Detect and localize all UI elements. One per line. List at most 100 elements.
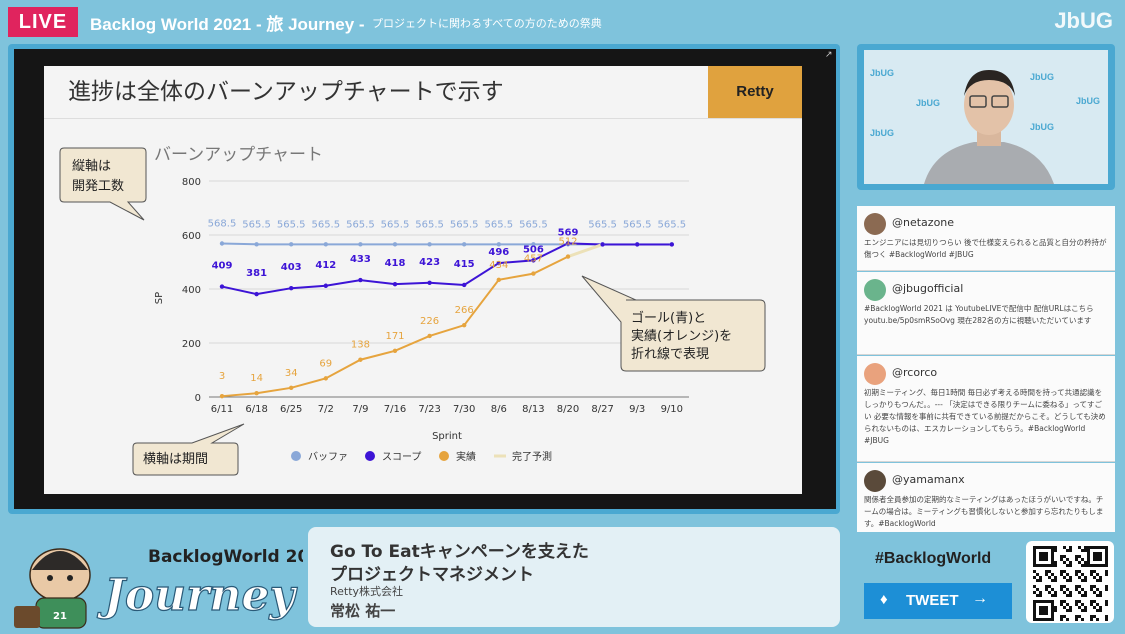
tweet-label: TWEET [906, 592, 959, 609]
data-label: 565.5 [519, 219, 548, 230]
avatar [864, 363, 886, 385]
data-point [392, 242, 398, 247]
speaker-name: 常松 祐一 [330, 602, 396, 620]
data-label: 565.5 [484, 219, 513, 230]
data-point [219, 284, 225, 289]
legend-marker [291, 451, 301, 461]
callout-vertical-line1: 縦軸は [72, 159, 111, 174]
data-label: 565.5 [657, 219, 686, 230]
y-axis-ticks: 0 200 400 600 800 [182, 177, 201, 404]
hashtag-label: #BacklogWorld [875, 550, 992, 567]
callout-goal-line3: 折れ線で表現 [631, 346, 709, 362]
x-tick-label: 7/2 [318, 404, 334, 415]
data-label: 506 [523, 244, 544, 255]
comment-username: @netazone [892, 216, 955, 229]
speaker-company: Retty株式会社 [330, 585, 404, 598]
data-point [635, 242, 640, 247]
data-point [427, 242, 432, 247]
comment-item[interactable]: @jbugofficial #BacklogWorld 2021 は Youtub… [857, 272, 1115, 355]
callout-goal-line1: ゴール(青)と [631, 310, 706, 326]
legend-label: スコープ [382, 451, 421, 463]
chart-title: バーンアップチャート [154, 145, 323, 165]
data-point [392, 348, 398, 354]
expand-icon[interactable]: ↗ [825, 50, 833, 60]
tweet-button[interactable]: ♦ TWEET → [864, 583, 1012, 619]
comment-text: 初期ミーティング、毎日1時間 毎日必ず考える時間を持って共通認識をしっかりもつん… [864, 388, 1106, 445]
data-point [496, 277, 501, 283]
data-label: 381 [246, 268, 267, 279]
data-point [496, 242, 501, 247]
data-point [531, 242, 536, 247]
backdrop-logo: JbUG [1076, 96, 1101, 106]
data-point [358, 357, 363, 362]
x-axis-label: Sprint [432, 431, 462, 442]
backdrop-logo: JbUG [870, 68, 895, 78]
y-tick-label: 600 [182, 231, 201, 242]
x-tick-label: 7/16 [384, 404, 406, 415]
x-axis-ticks: 6/11 6/18 6/25 7/2 7/9 7/16 7/23 7/30 8/6 8/13 8/2… [211, 404, 683, 415]
data-label: 171 [385, 331, 404, 342]
data-label: 565.5 [277, 219, 306, 230]
live-badge: LIVE [8, 7, 78, 37]
data-point [427, 280, 432, 285]
comment-item[interactable]: @netazone エンジニアには見切りつらい 後で仕様変えられると品質と自分の矜… [857, 206, 1115, 271]
x-tick-label: 9/10 [661, 404, 683, 415]
avatar [864, 470, 886, 492]
data-label: 565.5 [450, 219, 479, 230]
comment-text: 関係者全員参加の定期的なミーティングはあったほうがいいですね。チームの場合は。ミ… [864, 495, 1104, 528]
comment-item[interactable]: @yamamanx 関係者全員参加の定期的なミーティングはあったほうがいいですね。… [857, 463, 1115, 532]
top-bar: LIVE Backlog World 2021 - 旅 Journey - プロ… [0, 0, 1125, 44]
data-point [462, 242, 467, 247]
twitter-icon: ♦ [880, 591, 888, 608]
qr-code-image [1033, 546, 1108, 621]
presentation-slide: 進捗は全体のバーンアップチャートで示す Retty バーンアップチャート 0 20… [44, 66, 802, 494]
jbug-logo: JbUG [1054, 8, 1113, 33]
data-point [323, 376, 328, 381]
data-label: 409 [212, 261, 233, 272]
data-point [669, 242, 674, 247]
avatar [864, 279, 886, 301]
logo-line2: Journey [97, 570, 298, 621]
slide-title: 進捗は全体のバーンアップチャートで示す [68, 79, 504, 105]
y-tick-label: 200 [182, 339, 201, 350]
series-line-2 [221, 255, 569, 398]
comment-item[interactable]: @rcorco 初期ミーティング、毎日1時間 毎日必ず考える時間を持って共通認識を… [857, 356, 1115, 462]
comment-text: #BacklogWorld 2021 は YoutubeLIVEで配信中 配信U… [864, 304, 1094, 325]
data-point [600, 242, 605, 247]
data-point [392, 281, 398, 287]
callout-goal: ゴール(青)と 実績(オレンジ)を 折れ線で表現 [581, 275, 766, 372]
data-point [219, 393, 225, 399]
event-title: Backlog World 2021 - 旅 Journey - [90, 15, 365, 34]
logo-line1: BacklogWorld 2021 [148, 547, 303, 567]
x-tick-label: 6/18 [245, 404, 267, 415]
comment-text: エンジニアには見切りつらい 後で仕様変えられると品質と自分の矜持が傷つく #Ba… [864, 238, 1107, 259]
legend-marker [365, 451, 375, 461]
slide-divider [44, 118, 802, 119]
data-label: 3 [219, 371, 225, 382]
backdrop-logo: JbUG [870, 128, 895, 138]
data-label: 565.5 [311, 219, 340, 230]
x-tick-label: 8/20 [557, 404, 579, 415]
backdrop-logo: JbUG [1030, 122, 1055, 132]
data-point [254, 291, 259, 297]
data-label: 457 [524, 254, 543, 265]
speaker-camera[interactable]: JbUG JbUG JbUG JbUG JbUG JbUG [864, 50, 1108, 184]
session-title-line1: Go To Eatキャンペーンを支えた [330, 542, 589, 562]
data-label: 565.5 [381, 219, 410, 230]
qr-code[interactable] [1026, 541, 1114, 623]
data-label: 569 [558, 227, 579, 238]
data-point [289, 285, 294, 291]
data-point [323, 242, 328, 247]
comment-feed[interactable]: @netazone エンジニアには見切りつらい 後で仕様変えられると品質と自分の矜… [857, 206, 1115, 532]
retty-badge: Retty [708, 66, 802, 118]
data-label: 14 [250, 373, 263, 384]
series-labels: 568.5 565.5 565.5 565.5 565.5 565.5 565.5 565.5… [208, 219, 686, 385]
data-point [323, 283, 328, 288]
x-tick-label: 7/23 [418, 404, 440, 415]
data-label: 266 [455, 305, 474, 316]
data-point [462, 322, 467, 328]
legend-label: 実績 [456, 450, 476, 463]
data-label: 418 [385, 258, 406, 269]
data-label: 412 [315, 260, 336, 271]
data-label: 69 [319, 358, 332, 369]
